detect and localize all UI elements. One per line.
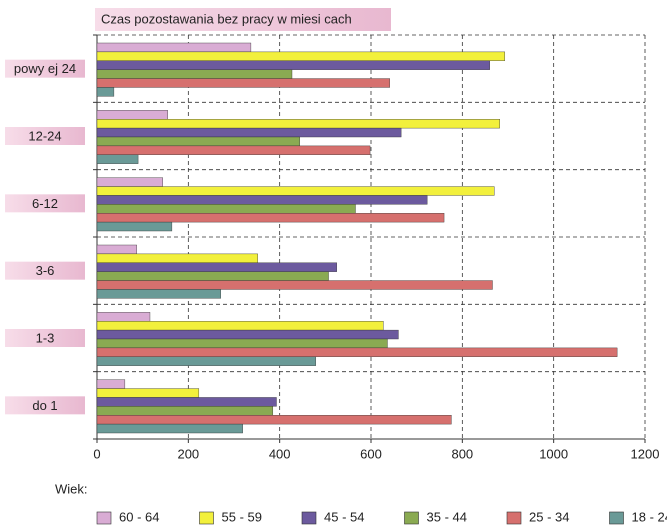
bar bbox=[97, 263, 337, 272]
legend-label: 18 - 24 bbox=[632, 509, 667, 524]
bar bbox=[97, 155, 138, 164]
bar bbox=[97, 61, 490, 70]
y-tick-label: 1-3 bbox=[36, 330, 55, 345]
x-tick-label: 400 bbox=[269, 446, 291, 461]
x-tick-label: 1000 bbox=[539, 446, 568, 461]
legend-label: 25 - 34 bbox=[529, 509, 569, 524]
legend-swatch bbox=[97, 512, 111, 524]
legend-swatch bbox=[200, 512, 214, 524]
bar bbox=[97, 348, 617, 357]
y-tick-label: 3-6 bbox=[36, 263, 55, 278]
bar bbox=[97, 357, 316, 366]
bar bbox=[97, 245, 137, 254]
bar bbox=[97, 222, 172, 231]
legend-label: 35 - 44 bbox=[427, 509, 467, 524]
chart-title: Czas pozostawania bez pracy w miesi cach bbox=[101, 11, 352, 26]
legend-label: 45 - 54 bbox=[324, 509, 364, 524]
bar bbox=[97, 79, 390, 88]
y-tick-label: 6-12 bbox=[32, 196, 58, 211]
bar bbox=[97, 397, 276, 406]
bar bbox=[97, 406, 273, 415]
x-tick-label: 0 bbox=[93, 446, 100, 461]
bar bbox=[97, 213, 444, 222]
x-tick-label: 800 bbox=[451, 446, 473, 461]
legend-label: 60 - 64 bbox=[119, 509, 159, 524]
bar bbox=[97, 87, 114, 96]
bar bbox=[97, 43, 251, 52]
bar bbox=[97, 272, 329, 281]
legend-swatch bbox=[405, 512, 419, 524]
bar bbox=[97, 110, 168, 119]
bar bbox=[97, 52, 505, 61]
bar bbox=[97, 178, 163, 187]
bar bbox=[97, 254, 258, 263]
y-tick-label: 12-24 bbox=[28, 128, 61, 143]
bar bbox=[97, 137, 300, 146]
bar bbox=[97, 146, 370, 155]
bar bbox=[97, 204, 355, 213]
bar bbox=[97, 70, 292, 79]
legend-swatch bbox=[507, 512, 521, 524]
bar bbox=[97, 380, 125, 389]
bar bbox=[97, 339, 387, 348]
legend-title: Wiek: bbox=[55, 481, 88, 496]
bar bbox=[97, 187, 494, 196]
x-tick-label: 600 bbox=[360, 446, 382, 461]
bar bbox=[97, 281, 492, 290]
bar bbox=[97, 330, 398, 339]
bar bbox=[97, 415, 451, 424]
bar bbox=[97, 424, 243, 433]
legend-swatch bbox=[610, 512, 624, 524]
legend-swatch bbox=[302, 512, 316, 524]
bar bbox=[97, 312, 150, 321]
legend-label: 55 - 59 bbox=[222, 509, 262, 524]
bar bbox=[97, 119, 500, 128]
y-tick-label: do 1 bbox=[32, 398, 57, 413]
bar bbox=[97, 128, 401, 137]
bar bbox=[97, 321, 383, 330]
x-tick-label: 1200 bbox=[631, 446, 660, 461]
bar bbox=[97, 195, 427, 204]
y-tick-label: powy ej 24 bbox=[14, 61, 76, 76]
bar bbox=[97, 389, 199, 398]
x-tick-label: 200 bbox=[177, 446, 199, 461]
bar bbox=[97, 289, 221, 298]
